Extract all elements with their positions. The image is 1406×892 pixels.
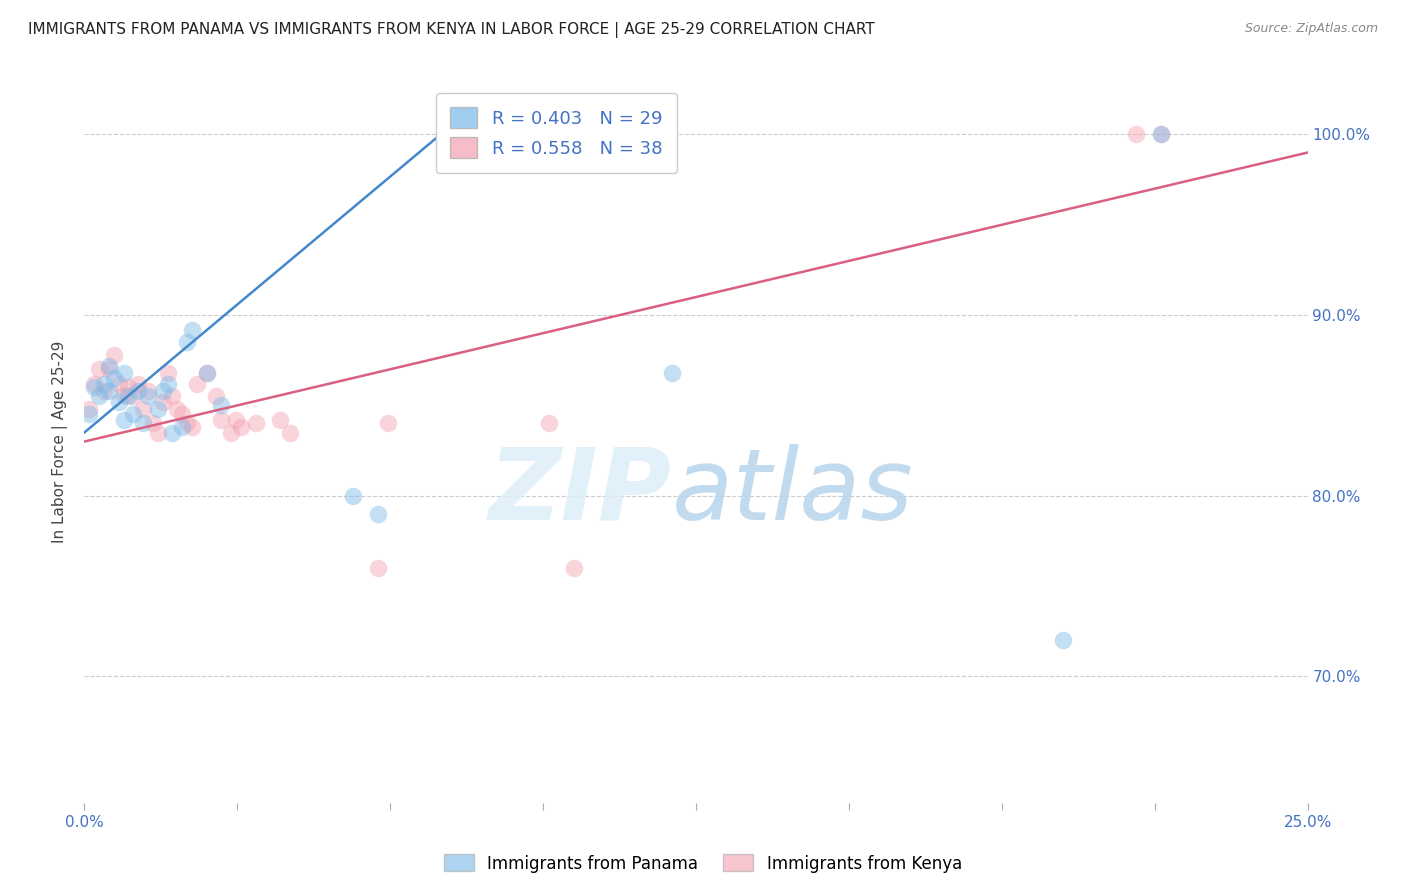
Point — [1125, 128, 1147, 142]
Point — [127, 376, 149, 391]
Point — [112, 413, 135, 427]
Point — [172, 420, 194, 434]
Point — [156, 366, 179, 380]
Point — [117, 380, 139, 394]
Point — [562, 561, 585, 575]
Point — [103, 371, 125, 385]
Legend: R = 0.403   N = 29, R = 0.558   N = 38: R = 0.403 N = 29, R = 0.558 N = 38 — [436, 93, 676, 172]
Point — [661, 366, 683, 380]
Point — [87, 362, 110, 376]
Point — [136, 384, 159, 398]
Point — [132, 417, 155, 431]
Point — [162, 425, 184, 440]
Point — [83, 380, 105, 394]
Point — [152, 394, 174, 409]
Point — [87, 389, 110, 403]
Point — [367, 561, 389, 575]
Point — [1150, 128, 1173, 142]
Point — [146, 425, 169, 440]
Point — [181, 322, 204, 336]
Text: atlas: atlas — [672, 443, 912, 541]
Point — [1150, 128, 1173, 142]
Point — [342, 489, 364, 503]
Point — [112, 387, 135, 401]
Point — [278, 425, 301, 440]
Point — [97, 359, 120, 373]
Point — [93, 376, 115, 391]
Point — [245, 417, 267, 431]
Y-axis label: In Labor Force | Age 25-29: In Labor Force | Age 25-29 — [52, 341, 69, 542]
Point — [219, 425, 242, 440]
Point — [127, 384, 149, 398]
Point — [122, 389, 145, 403]
Point — [103, 348, 125, 362]
Point — [132, 402, 155, 417]
Point — [97, 384, 120, 398]
Point — [538, 417, 561, 431]
Point — [209, 398, 232, 412]
Point — [209, 413, 232, 427]
Point — [162, 389, 184, 403]
Point — [107, 376, 129, 391]
Point — [367, 507, 389, 521]
Legend: Immigrants from Panama, Immigrants from Kenya: Immigrants from Panama, Immigrants from … — [437, 847, 969, 880]
Point — [269, 413, 291, 427]
Point — [152, 384, 174, 398]
Text: Source: ZipAtlas.com: Source: ZipAtlas.com — [1244, 22, 1378, 36]
Point — [225, 413, 247, 427]
Point — [166, 402, 188, 417]
Text: IMMIGRANTS FROM PANAMA VS IMMIGRANTS FROM KENYA IN LABOR FORCE | AGE 25-29 CORRE: IMMIGRANTS FROM PANAMA VS IMMIGRANTS FRO… — [28, 22, 875, 38]
Point — [146, 402, 169, 417]
Point — [176, 417, 198, 431]
Point — [377, 417, 399, 431]
Point — [122, 408, 145, 422]
Point — [156, 376, 179, 391]
Point — [229, 420, 252, 434]
Point — [93, 384, 115, 398]
Point — [176, 335, 198, 350]
Point — [77, 402, 100, 417]
Point — [136, 389, 159, 403]
Point — [142, 417, 165, 431]
Point — [195, 366, 218, 380]
Point — [1052, 633, 1074, 648]
Point — [83, 376, 105, 391]
Point — [205, 389, 228, 403]
Point — [195, 366, 218, 380]
Point — [112, 366, 135, 380]
Point — [117, 389, 139, 403]
Point — [107, 394, 129, 409]
Point — [97, 362, 120, 376]
Text: ZIP: ZIP — [488, 443, 672, 541]
Point — [77, 408, 100, 422]
Point — [172, 408, 194, 422]
Point — [181, 420, 204, 434]
Point — [186, 376, 208, 391]
